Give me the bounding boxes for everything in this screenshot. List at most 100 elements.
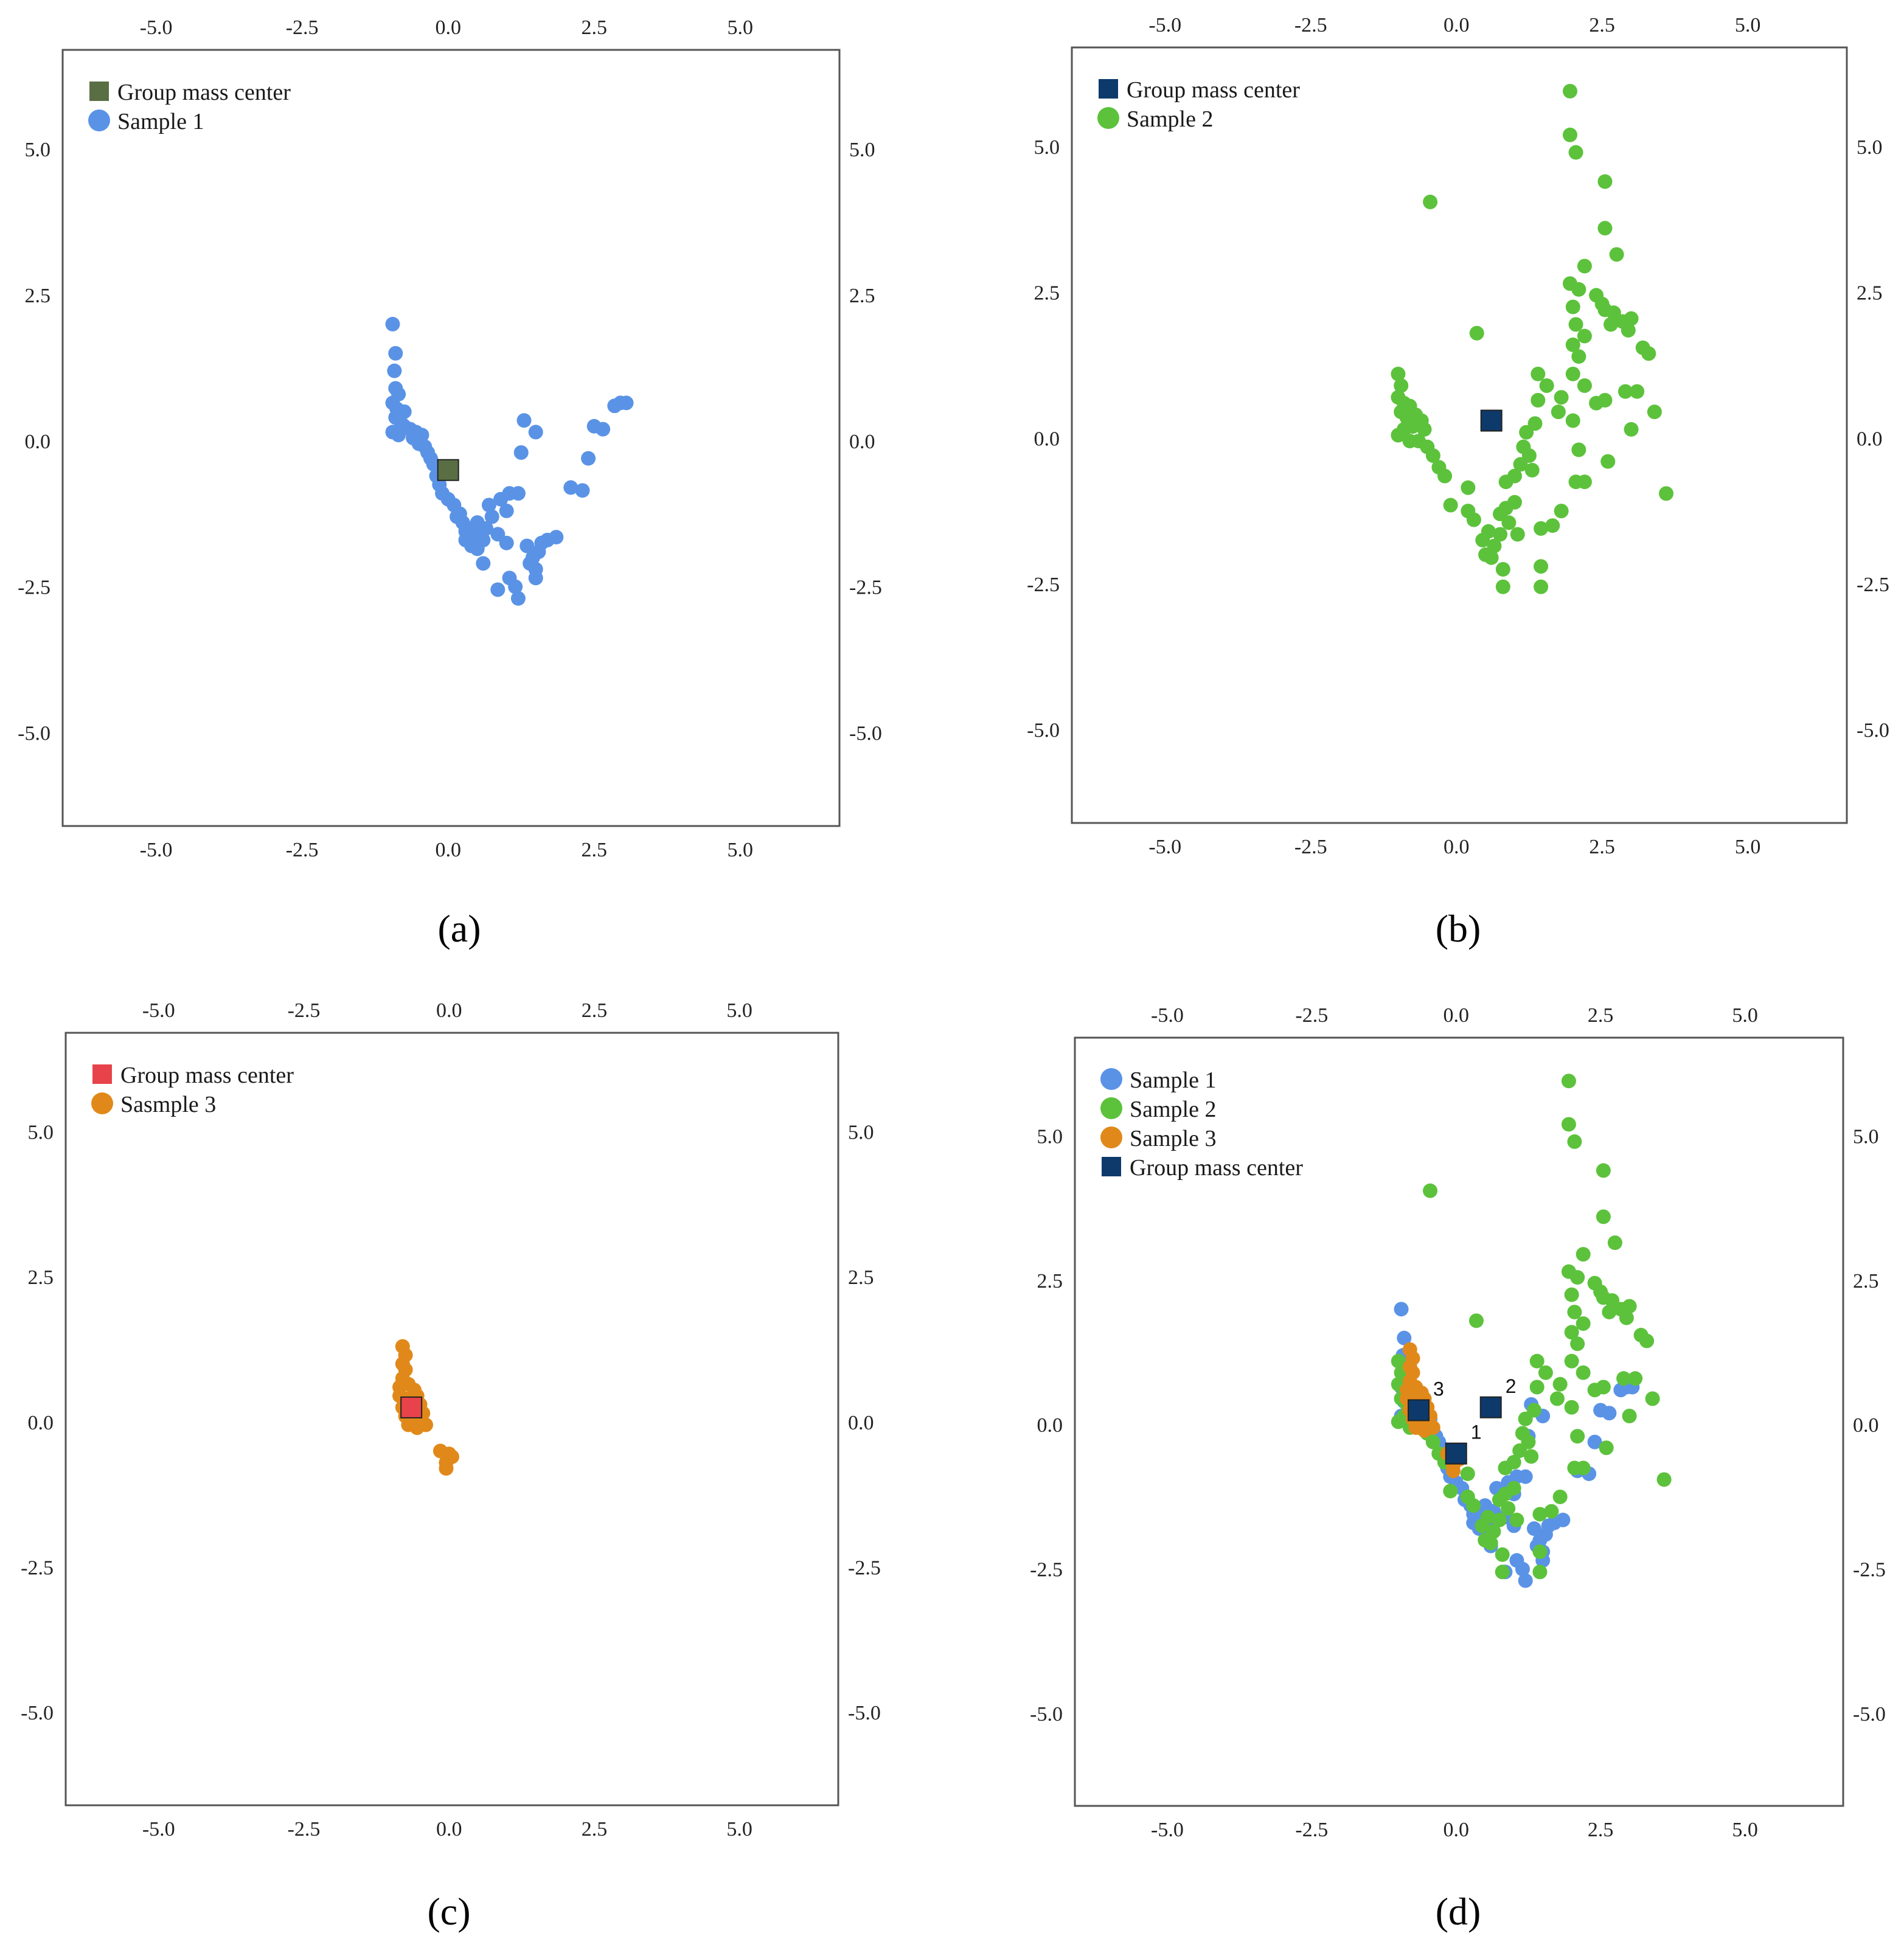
data-point bbox=[490, 582, 506, 597]
data-point bbox=[1570, 1429, 1585, 1444]
y-tick-right: 2.5 bbox=[1853, 1270, 1879, 1293]
data-point bbox=[1475, 533, 1490, 548]
legend-circle-icon bbox=[88, 109, 110, 131]
x-tick-top: -5.0 bbox=[1151, 1004, 1184, 1027]
data-point bbox=[1509, 1512, 1524, 1527]
data-point bbox=[388, 345, 403, 361]
data-point bbox=[1443, 498, 1458, 513]
data-point bbox=[1656, 1472, 1672, 1487]
data-point bbox=[1483, 1535, 1498, 1550]
data-point bbox=[510, 591, 526, 606]
data-point bbox=[445, 1449, 459, 1465]
data-point bbox=[1443, 1484, 1458, 1499]
x-tick-top: 5.0 bbox=[726, 999, 752, 1022]
data-point bbox=[563, 480, 578, 495]
data-point bbox=[1461, 480, 1476, 495]
y-tick-right: 0.0 bbox=[849, 431, 875, 453]
legend-label: Sasmple 3 bbox=[120, 1092, 216, 1117]
x-tick-top: 2.5 bbox=[582, 999, 608, 1022]
data-point bbox=[1552, 1376, 1568, 1392]
data-point bbox=[419, 1417, 434, 1432]
data-point bbox=[1616, 1371, 1631, 1386]
data-point bbox=[1545, 518, 1560, 533]
y-tick-right: 5.0 bbox=[1857, 136, 1883, 159]
data-point bbox=[1602, 1406, 1617, 1421]
y-tick-left: 0.0 bbox=[1037, 1414, 1063, 1437]
data-point bbox=[1622, 1299, 1637, 1314]
legend-label: Sample 1 bbox=[1130, 1067, 1216, 1093]
y-tick-left: -2.5 bbox=[18, 577, 50, 599]
x-tick-top: 0.0 bbox=[1444, 14, 1470, 36]
data-point bbox=[1397, 1330, 1412, 1345]
group-mass-center-marker bbox=[1408, 1399, 1430, 1421]
data-point bbox=[1495, 579, 1510, 594]
x-tick-bottom: -2.5 bbox=[1295, 1819, 1328, 1841]
data-point bbox=[385, 316, 400, 331]
data-point bbox=[1563, 127, 1577, 142]
data-point bbox=[1630, 384, 1645, 399]
y-tick-right: -2.5 bbox=[849, 577, 882, 599]
data-point bbox=[1561, 1117, 1576, 1132]
chart-panel-c: -5.0 -5.0 -5.0 -5.0 -2.5 -2.5 -2.5 -2.5 0.0 0.0 0.… bbox=[21, 999, 881, 1933]
data-point bbox=[1571, 282, 1586, 297]
data-point bbox=[1493, 527, 1508, 542]
data-point bbox=[1577, 259, 1592, 274]
data-point bbox=[1475, 1518, 1490, 1533]
x-tick-top: 5.0 bbox=[728, 16, 754, 39]
x-tick-bottom: 2.5 bbox=[1588, 1819, 1614, 1841]
data-point bbox=[1484, 550, 1499, 565]
data-point bbox=[1518, 1469, 1533, 1484]
y-tick-left: -2.5 bbox=[1030, 1559, 1063, 1581]
legend-square-icon bbox=[92, 1064, 112, 1084]
data-point bbox=[1552, 1489, 1568, 1504]
data-point bbox=[1425, 1420, 1440, 1435]
data-point bbox=[1510, 527, 1525, 542]
group-mass-center-marker bbox=[437, 459, 459, 481]
data-point bbox=[476, 556, 491, 571]
data-point bbox=[1530, 392, 1546, 408]
data-point bbox=[1498, 1460, 1513, 1476]
y-tick-left: -5.0 bbox=[18, 722, 50, 744]
data-point bbox=[1530, 366, 1546, 381]
data-point bbox=[1597, 392, 1613, 408]
data-point bbox=[387, 363, 402, 378]
data-point bbox=[1544, 1504, 1559, 1519]
data-point bbox=[1587, 1434, 1602, 1449]
data-point bbox=[516, 413, 532, 428]
data-point bbox=[1570, 1270, 1585, 1285]
panel-caption: (c) bbox=[427, 1890, 470, 1933]
data-point bbox=[1564, 1325, 1579, 1340]
x-tick-bottom: -2.5 bbox=[1294, 836, 1327, 858]
y-tick-left: -2.5 bbox=[21, 1557, 54, 1579]
x-tick-top: -2.5 bbox=[1294, 14, 1327, 36]
data-point bbox=[1624, 422, 1639, 437]
x-tick-top: 2.5 bbox=[1588, 1004, 1614, 1027]
x-tick-bottom: 5.0 bbox=[1732, 1819, 1758, 1841]
y-tick-left: 5.0 bbox=[1037, 1125, 1063, 1148]
data-point bbox=[1571, 349, 1586, 364]
data-point bbox=[1564, 1353, 1579, 1369]
x-tick-top: -2.5 bbox=[288, 999, 321, 1022]
legend-label: Sample 2 bbox=[1130, 1097, 1216, 1122]
data-point bbox=[1596, 1209, 1611, 1224]
data-point bbox=[1555, 1512, 1571, 1527]
legend-square-icon bbox=[1099, 79, 1118, 99]
y-tick-right: 0.0 bbox=[848, 1412, 874, 1434]
data-point bbox=[1391, 1353, 1406, 1369]
x-tick-top: 0.0 bbox=[1444, 1004, 1470, 1027]
legend-label: Group mass center bbox=[120, 1063, 294, 1088]
legend: Group mass center Sasmple 3 bbox=[91, 1063, 294, 1117]
y-tick-right: 2.5 bbox=[848, 1266, 874, 1289]
data-point bbox=[1628, 1371, 1643, 1386]
data-point bbox=[450, 509, 465, 524]
panel-caption: (a) bbox=[437, 907, 481, 950]
data-point bbox=[508, 579, 523, 594]
data-point bbox=[1622, 1409, 1637, 1424]
data-point bbox=[1513, 457, 1528, 472]
data-point bbox=[1518, 1573, 1533, 1588]
series-sample-1 bbox=[385, 316, 634, 606]
data-point bbox=[1524, 463, 1540, 478]
data-point bbox=[1565, 299, 1580, 314]
plot-frame bbox=[1071, 46, 1848, 824]
data-point bbox=[484, 509, 499, 524]
